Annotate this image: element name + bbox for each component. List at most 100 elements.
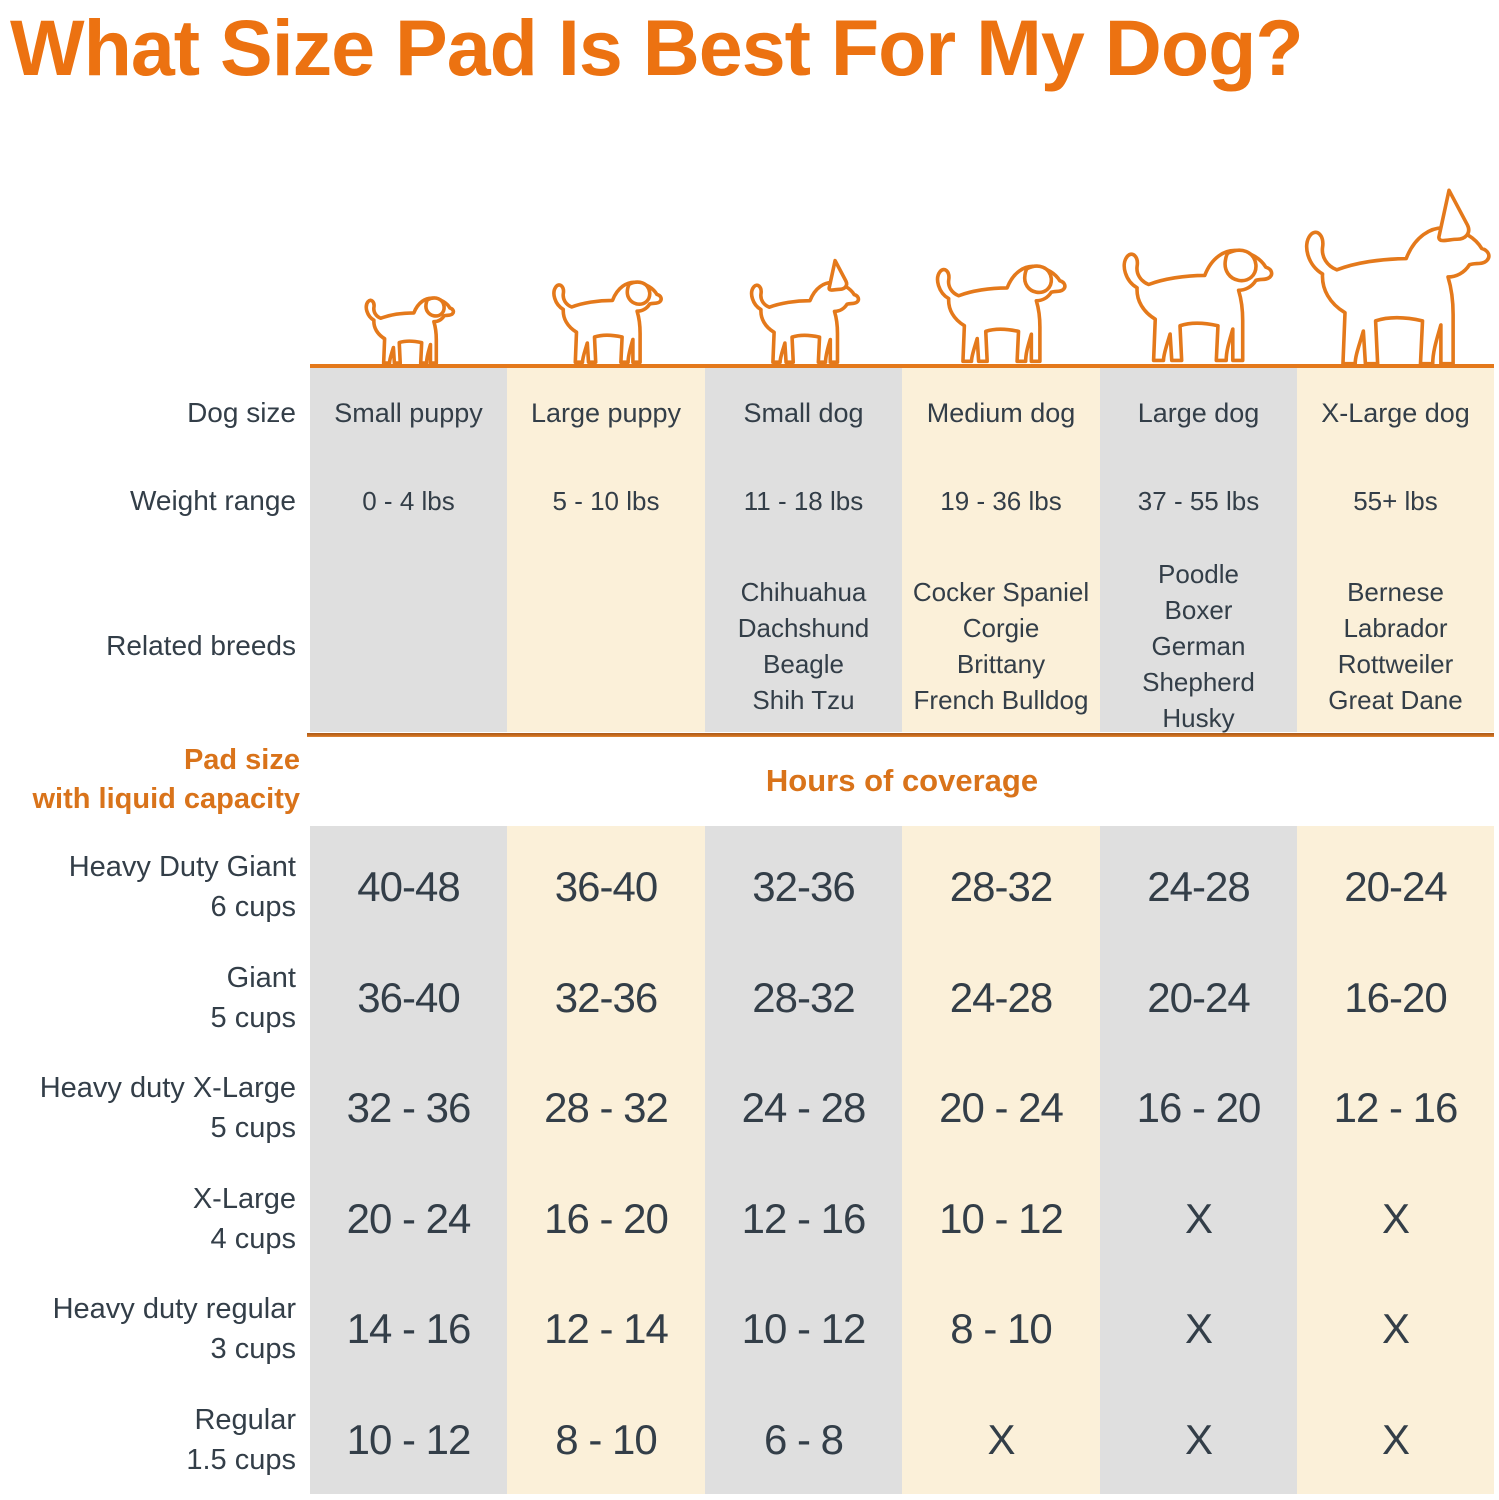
breeds-list — [507, 556, 705, 736]
column-tint — [1100, 826, 1297, 1494]
hours-value-cell: X — [1184, 1416, 1213, 1463]
pad-row-heavy-duty-x-large: Heavy duty X-Large 5 cups 32 - 36 28 - 3… — [0, 1053, 1494, 1163]
hours-value-cell: 32-36 — [752, 863, 855, 910]
pad-size-section-header: Pad size with liquid capacity — [0, 741, 301, 819]
breeds-list: Bernese Labrador Rottweiler Great Dane — [1297, 556, 1494, 736]
medium-dog-icon — [927, 253, 1073, 367]
pad-name: Heavy duty X-Large — [39, 1072, 296, 1104]
pad-capacity: 5 cups — [210, 1112, 296, 1144]
hours-value-cell: X — [1184, 1305, 1213, 1352]
pad-size-header-line1: Pad size — [183, 744, 300, 776]
breeds-list: Cocker Spaniel Corgie Brittany French Bu… — [902, 556, 1100, 736]
section-divider-line — [307, 733, 1494, 737]
pad-row-heavy-duty-regular: Heavy duty regular 3 cups 14 - 16 12 - 1… — [0, 1274, 1494, 1384]
dog-size-label: Dog size — [187, 397, 296, 428]
breeds-list: Chihuahua Dachshund Beagle Shih Tzu — [705, 556, 902, 736]
hours-of-coverage-header: Hours of coverage — [765, 763, 1039, 798]
column-tint — [1297, 826, 1494, 1494]
pad-row-heavy-duty-giant: Heavy Duty Giant 6 cups 40-48 36-40 32-3… — [0, 832, 1494, 942]
hours-value-cell: 16 - 20 — [1136, 1084, 1262, 1131]
column-header-medium-dog: Medium dog — [926, 398, 1076, 428]
column-tint — [507, 826, 705, 1494]
column-tint — [1100, 368, 1297, 732]
breed-item: Dachshund — [737, 613, 870, 643]
pad-capacity: 3 cups — [210, 1333, 296, 1365]
hours-value-cell: X — [1381, 1305, 1410, 1352]
breed-item: Bernese — [1347, 577, 1444, 607]
small-dog-icon — [744, 257, 864, 367]
column-tint — [705, 368, 902, 732]
hours-value-cell: 14 - 16 — [346, 1305, 472, 1352]
pad-name: Giant — [226, 962, 296, 994]
weight-value: 0 - 4 lbs — [362, 486, 455, 516]
breed-item: Cocker Spaniel — [912, 577, 1090, 607]
hours-value-cell: X — [1184, 1195, 1213, 1242]
column-tint — [1297, 368, 1494, 732]
column-header-small-dog: Small dog — [743, 398, 864, 428]
breed-item: Husky — [1162, 703, 1235, 733]
hours-value-cell: 10 - 12 — [741, 1305, 867, 1352]
hours-value-cell: 12 - 16 — [1333, 1084, 1459, 1131]
weight-value: 55+ lbs — [1353, 486, 1438, 516]
page-title: What Size Pad Is Best For My Dog? — [10, 3, 1304, 92]
hours-value-cell: 28 - 32 — [544, 1084, 669, 1131]
hours-value-cell: 36-40 — [554, 863, 658, 910]
column-tint — [902, 368, 1100, 732]
pad-name: Heavy Duty Giant — [68, 851, 296, 883]
column-tint — [705, 826, 902, 1494]
hours-value-cell: 20-24 — [1147, 974, 1250, 1021]
small-puppy-icon — [359, 289, 459, 367]
breed-item: Labrador — [1343, 613, 1448, 643]
hours-value-cell: X — [987, 1416, 1015, 1463]
breed-item: Poodle — [1158, 559, 1239, 589]
hours-value-cell: 32-36 — [554, 974, 658, 1021]
breed-item: German Shepherd — [1142, 631, 1255, 697]
pad-name: Heavy duty regular — [52, 1293, 296, 1325]
breed-item: Shih Tzu — [752, 685, 855, 715]
hours-value-cell: 24-28 — [1147, 863, 1250, 910]
column-tint — [310, 368, 507, 732]
hours-value-cell: 6 - 8 — [763, 1416, 844, 1463]
pad-row-label: Heavy duty regular 3 cups — [0, 1274, 310, 1384]
weight-range-label: Weight range — [129, 485, 296, 516]
hours-value-cell: 16-20 — [1344, 974, 1447, 1021]
weight-range-row: Weight range 0 - 4 lbs 5 - 10 lbs 11 - 1… — [0, 479, 1494, 523]
pad-row-x-large: X-Large 4 cups 20 - 24 16 - 20 12 - 16 1… — [0, 1164, 1494, 1274]
column-header-large-puppy: Large puppy — [530, 398, 682, 428]
breed-item: Brittany — [956, 649, 1046, 679]
x-large-dog-icon — [1294, 184, 1498, 372]
weight-value: 19 - 36 lbs — [940, 486, 1062, 516]
hours-value-cell: 10 - 12 — [346, 1416, 472, 1463]
hours-value-cell: 40-48 — [357, 863, 460, 910]
pad-row-giant: Giant 5 cups 36-40 32-36 28-32 24-28 20-… — [0, 943, 1494, 1053]
hours-value-cell: 20 - 24 — [939, 1084, 1064, 1131]
column-header-x-large-dog: X-Large dog — [1321, 398, 1470, 428]
pad-row-label: Giant 5 cups — [0, 943, 310, 1053]
large-dog-icon — [1112, 235, 1281, 367]
breed-item: Corgie — [962, 613, 1040, 643]
pad-capacity: 4 cups — [210, 1223, 296, 1255]
dog-size-row: Dog size Small puppy Large puppy Small d… — [0, 392, 1494, 434]
hours-value-cell: X — [1381, 1195, 1410, 1242]
pad-capacity: 1.5 cups — [186, 1444, 296, 1476]
pad-row-label: Regular 1.5 cups — [0, 1385, 310, 1495]
breeds-list: Poodle Boxer German Shepherd Husky — [1100, 556, 1297, 736]
breeds-list — [310, 556, 507, 736]
pad-row-regular: Regular 1.5 cups 10 - 12 8 - 10 6 - 8 X … — [0, 1385, 1494, 1495]
hours-value-cell: 36-40 — [357, 974, 460, 1021]
column-header-large-dog: Large dog — [1137, 398, 1260, 428]
hours-value-cell: 32 - 36 — [346, 1084, 472, 1131]
hours-value-cell: 24 - 28 — [741, 1084, 867, 1131]
pad-row-label: Heavy duty X-Large 5 cups — [0, 1053, 310, 1163]
hours-value-cell: 24-28 — [949, 974, 1053, 1021]
breed-item: French Bulldog — [913, 685, 1089, 715]
related-breeds-label: Related breeds — [106, 630, 296, 661]
column-header-small-puppy: Small puppy — [334, 398, 483, 428]
weight-value: 11 - 18 lbs — [743, 486, 864, 516]
pad-row-label: X-Large 4 cups — [0, 1164, 310, 1274]
column-tint — [310, 826, 507, 1494]
breed-item: Chihuahua — [740, 577, 867, 607]
breed-item: Beagle — [763, 649, 844, 679]
ground-line — [310, 364, 1494, 368]
